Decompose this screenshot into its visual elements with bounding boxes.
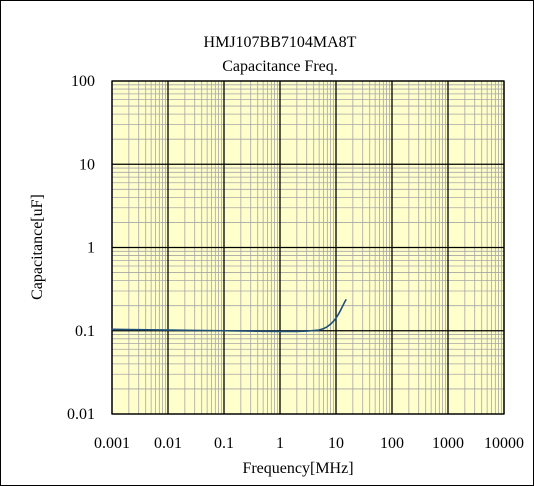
- chart-title: HMJ107BB7104MA8T: [204, 34, 357, 51]
- plot-area: [111, 80, 505, 415]
- y-tick-label: 1: [87, 240, 95, 257]
- plot-border: [111, 80, 505, 415]
- x-tick-label: 10000: [484, 435, 524, 452]
- x-tick-label: 1000: [432, 435, 464, 452]
- chart-subtitle: Capacitance Freq.: [222, 58, 338, 75]
- x-tick-label: 0.1: [214, 435, 234, 452]
- series-line-1: [111, 299, 347, 333]
- y-axis-label: Capacitance[uF]: [29, 194, 46, 300]
- x-tick-label: 10: [328, 435, 344, 452]
- x-tick-label: 100: [380, 435, 404, 452]
- y-tick-label: 10: [79, 156, 95, 173]
- y-tick-label: 100: [71, 73, 95, 90]
- x-tick-label: 1: [276, 435, 284, 452]
- tick-labels: 0.001 0.01 0.1 1 10 100 1000 10000 0.01 0.1 1 10 100: [67, 73, 524, 452]
- x-tick-label: 0.001: [94, 435, 130, 452]
- x-tick-label: 0.01: [154, 435, 182, 452]
- y-tick-label: 0.1: [75, 323, 95, 340]
- x-axis-label: Frequency[MHz]: [242, 460, 353, 477]
- y-tick-label: 0.01: [67, 406, 95, 423]
